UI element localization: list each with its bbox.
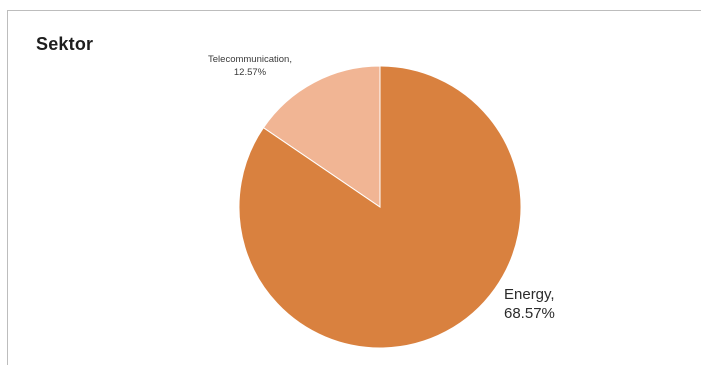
telecommunication-percent: 12.57% [234,67,267,78]
chart-title: Sektor [36,34,94,54]
energy-percent: 68.57% [504,305,555,322]
frame-border-left [7,10,8,365]
telecommunication-label: Telecommunication, [208,54,292,65]
pie-slices [238,65,522,349]
pie-slice-telecommunication [262,65,381,208]
pie-slice-energy [238,65,522,349]
frame-border-top [7,10,701,11]
energy-label: Energy, [504,286,555,303]
